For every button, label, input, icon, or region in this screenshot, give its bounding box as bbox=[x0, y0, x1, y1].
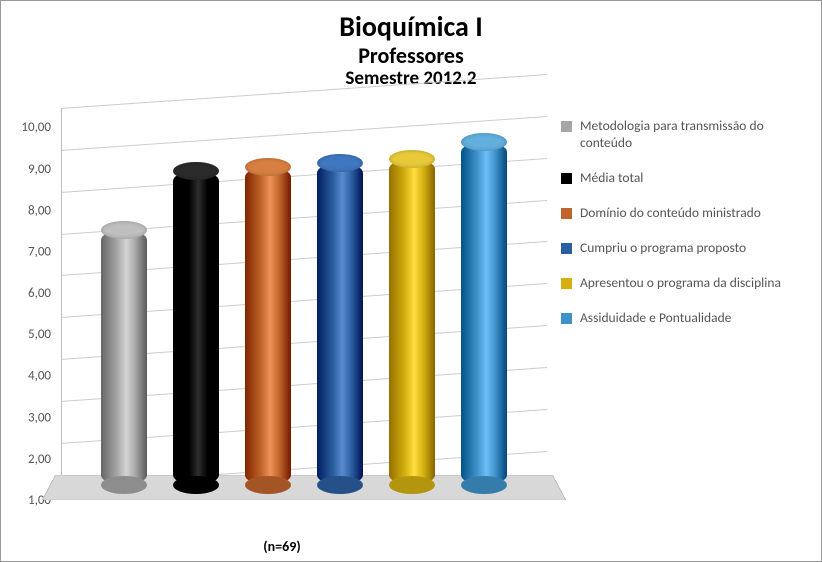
y-tick-label: 10,00 bbox=[11, 120, 51, 144]
legend-item: Cumpriu o programa proposto bbox=[561, 240, 811, 257]
bar-cylinder bbox=[101, 230, 147, 485]
bar-bottom-ellipse bbox=[173, 476, 219, 494]
bar bbox=[173, 108, 219, 485]
bar-cylinder bbox=[173, 171, 219, 485]
legend-label: Metodologia para transmissão do conteúdo bbox=[580, 118, 811, 152]
legend-swatch bbox=[561, 208, 572, 219]
bar-top-ellipse bbox=[101, 221, 147, 239]
legend-swatch bbox=[561, 243, 572, 254]
legend-swatch bbox=[561, 121, 572, 132]
y-tick-label: 4,00 bbox=[11, 369, 51, 420]
plot-area: 1,002,003,004,005,006,007,008,009,0010,0… bbox=[11, 102, 553, 555]
bar bbox=[317, 108, 363, 485]
bar bbox=[389, 108, 435, 485]
legend-swatch bbox=[561, 278, 572, 289]
plot-3d-panel bbox=[61, 108, 547, 525]
chart-title-block: Bioquímica I Professores Semestre 2012.2 bbox=[11, 11, 811, 90]
y-axis-ticks: 1,002,003,004,005,006,007,008,009,0010,0… bbox=[11, 102, 55, 525]
y-tick-label: 9,00 bbox=[11, 162, 51, 190]
bar bbox=[245, 108, 291, 485]
bar bbox=[461, 108, 507, 485]
bar-top-ellipse bbox=[317, 154, 363, 172]
chart-title-line-1: Bioquímica I bbox=[11, 11, 811, 43]
legend: Metodologia para transmissão do conteúdo… bbox=[561, 102, 811, 555]
legend-label: Média total bbox=[580, 170, 643, 187]
legend-swatch bbox=[561, 313, 572, 324]
bar-cylinder bbox=[461, 142, 507, 485]
bar-bottom-ellipse bbox=[461, 476, 507, 494]
bar-bottom-ellipse bbox=[389, 476, 435, 494]
legend-item: Apresentou o programa da disciplina bbox=[561, 275, 811, 292]
bar-bottom-ellipse bbox=[101, 476, 147, 494]
y-tick-label: 5,00 bbox=[11, 327, 51, 373]
bar-bottom-ellipse bbox=[245, 476, 291, 494]
plot-column: 1,002,003,004,005,006,007,008,009,0010,0… bbox=[11, 102, 553, 555]
legend-swatch bbox=[561, 173, 572, 184]
legend-item: Domínio do conteúdo ministrado bbox=[561, 205, 811, 222]
y-tick-label: 8,00 bbox=[11, 203, 51, 236]
chart-title-line-2: Professores bbox=[11, 43, 811, 68]
bar-cylinder bbox=[389, 159, 435, 485]
legend-item: Média total bbox=[561, 170, 811, 187]
bar-top-ellipse bbox=[389, 150, 435, 168]
bar-cylinder bbox=[245, 167, 291, 485]
bar-top-ellipse bbox=[173, 162, 219, 180]
bar-top-ellipse bbox=[245, 158, 291, 176]
chart-container: Bioquímica I Professores Semestre 2012.2… bbox=[0, 0, 822, 562]
legend-label: Cumpriu o programa proposto bbox=[580, 240, 746, 257]
bar-cylinder bbox=[317, 163, 363, 485]
legend-item: Metodologia para transmissão do conteúdo bbox=[561, 118, 811, 152]
y-tick-label: 7,00 bbox=[11, 245, 51, 282]
bar-top-ellipse bbox=[461, 133, 507, 151]
bar-bottom-ellipse bbox=[317, 476, 363, 494]
legend-label: Domínio do conteúdo ministrado bbox=[580, 205, 761, 222]
legend-label: Assiduidade e Pontualidade bbox=[580, 310, 731, 327]
legend-label: Apresentou o programa da disciplina bbox=[580, 275, 781, 292]
legend-item: Assiduidade e Pontualidade bbox=[561, 310, 811, 327]
x-axis-label: (n=69) bbox=[11, 538, 553, 555]
y-tick-label: 6,00 bbox=[11, 286, 51, 328]
bar bbox=[101, 108, 147, 485]
chart-body: 1,002,003,004,005,006,007,008,009,0010,0… bbox=[11, 102, 811, 555]
bars-group bbox=[91, 108, 517, 485]
